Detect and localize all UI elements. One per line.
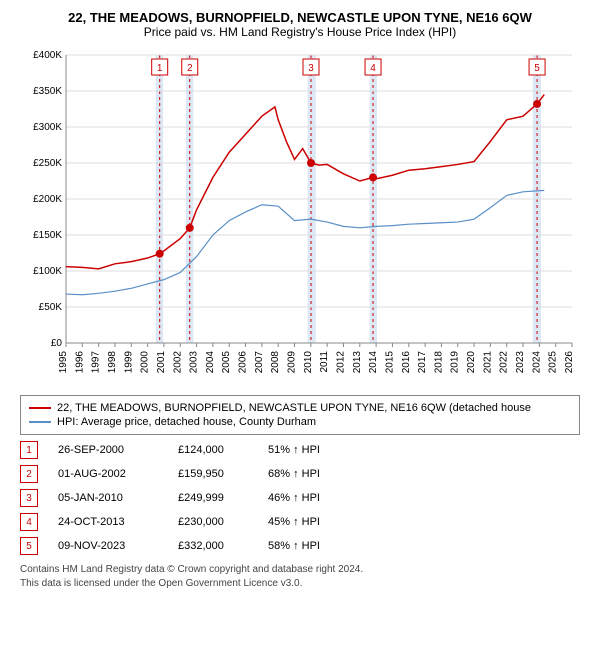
svg-text:2002: 2002 [172,351,183,374]
svg-text:2008: 2008 [270,351,281,374]
transaction-date: 05-JAN-2010 [58,492,158,504]
chart-subtitle: Price paid vs. HM Land Registry's House … [10,25,590,39]
svg-text:2025: 2025 [548,351,559,374]
transaction-row: 1 26-SEP-2000 £124,000 51% ↑ HPI [20,441,580,459]
svg-text:2003: 2003 [189,351,200,374]
svg-text:4: 4 [370,63,376,74]
chart-container: 1 2 3 4 5 £0 £50K £100K £150K £200K £250K £300K £350… [20,47,580,387]
transaction-badge: 2 [20,465,38,483]
svg-text:1997: 1997 [91,351,102,374]
legend-row: 22, THE MEADOWS, BURNOPFIELD, NEWCASTLE … [29,402,571,414]
svg-text:£400K: £400K [33,50,62,61]
legend-label: HPI: Average price, detached house, Coun… [57,416,316,428]
svg-text:2023: 2023 [515,351,526,374]
chart-title: 22, THE MEADOWS, BURNOPFIELD, NEWCASTLE … [10,10,590,25]
svg-text:2009: 2009 [287,351,298,374]
svg-text:2014: 2014 [368,351,379,374]
svg-text:£0: £0 [51,338,63,349]
svg-text:1996: 1996 [74,351,85,374]
transaction-date: 24-OCT-2013 [58,516,158,528]
svg-text:2006: 2006 [238,351,249,374]
svg-text:2005: 2005 [221,351,232,374]
transaction-date: 09-NOV-2023 [58,540,158,552]
svg-text:2019: 2019 [450,351,461,374]
svg-text:2015: 2015 [384,351,395,374]
svg-text:2022: 2022 [499,351,510,374]
transaction-price: £332,000 [178,540,248,552]
transaction-price: £249,999 [178,492,248,504]
svg-text:2011: 2011 [319,351,330,373]
svg-text:3: 3 [308,63,314,74]
svg-text:1998: 1998 [107,351,118,374]
svg-text:5: 5 [534,63,540,74]
svg-text:2020: 2020 [466,351,477,374]
transaction-badge: 3 [20,489,38,507]
transaction-price: £159,950 [178,468,248,480]
legend-swatch [29,421,51,423]
transaction-badge: 1 [20,441,38,459]
svg-text:2010: 2010 [303,351,314,374]
footer-line-1: Contains HM Land Registry data © Crown c… [20,563,580,577]
transaction-row: 4 24-OCT-2013 £230,000 45% ↑ HPI [20,513,580,531]
transaction-badge: 4 [20,513,38,531]
legend-swatch [29,407,51,409]
footer-line-2: This data is licensed under the Open Gov… [20,577,580,591]
svg-text:£100K: £100K [33,266,62,277]
price-chart: 1 2 3 4 5 £0 £50K £100K £150K £200K £250K £300K £350… [20,47,580,387]
legend: 22, THE MEADOWS, BURNOPFIELD, NEWCASTLE … [20,395,580,435]
svg-text:1: 1 [157,63,163,74]
svg-text:£300K: £300K [33,122,62,133]
transaction-badge: 5 [20,537,38,555]
transaction-price: £124,000 [178,444,248,456]
svg-text:£200K: £200K [33,194,62,205]
svg-text:2018: 2018 [433,351,444,374]
transaction-date: 26-SEP-2000 [58,444,158,456]
svg-text:2012: 2012 [335,351,346,374]
transaction-hpi: 68% ↑ HPI [268,468,358,480]
svg-text:2024: 2024 [531,351,542,374]
svg-text:£250K: £250K [33,158,62,169]
transaction-price: £230,000 [178,516,248,528]
transaction-hpi: 46% ↑ HPI [268,492,358,504]
svg-text:2026: 2026 [564,351,575,374]
legend-label: 22, THE MEADOWS, BURNOPFIELD, NEWCASTLE … [57,402,531,414]
svg-text:2016: 2016 [401,351,412,374]
svg-text:£50K: £50K [39,302,63,313]
svg-text:2001: 2001 [156,351,167,374]
svg-text:£150K: £150K [33,230,62,241]
transaction-table: 1 26-SEP-2000 £124,000 51% ↑ HPI 2 01-AUG-200… [20,441,580,555]
svg-text:1999: 1999 [123,351,134,374]
transaction-row: 5 09-NOV-2023 £332,000 58% ↑ HPI [20,537,580,555]
transaction-hpi: 45% ↑ HPI [268,516,358,528]
svg-text:2007: 2007 [254,351,265,374]
transaction-hpi: 51% ↑ HPI [268,444,358,456]
svg-text:2013: 2013 [352,351,363,374]
svg-text:2021: 2021 [482,351,493,374]
svg-text:2004: 2004 [205,351,216,374]
legend-row: HPI: Average price, detached house, Coun… [29,416,571,428]
svg-text:1995: 1995 [58,351,69,374]
footer-attribution: Contains HM Land Registry data © Crown c… [20,563,580,591]
transaction-date: 01-AUG-2002 [58,468,158,480]
svg-text:2: 2 [187,63,193,74]
svg-text:2017: 2017 [417,351,428,374]
svg-text:£350K: £350K [33,86,62,97]
svg-text:2000: 2000 [140,351,151,374]
transaction-row: 2 01-AUG-2002 £159,950 68% ↑ HPI [20,465,580,483]
transaction-hpi: 58% ↑ HPI [268,540,358,552]
transaction-row: 3 05-JAN-2010 £249,999 46% ↑ HPI [20,489,580,507]
